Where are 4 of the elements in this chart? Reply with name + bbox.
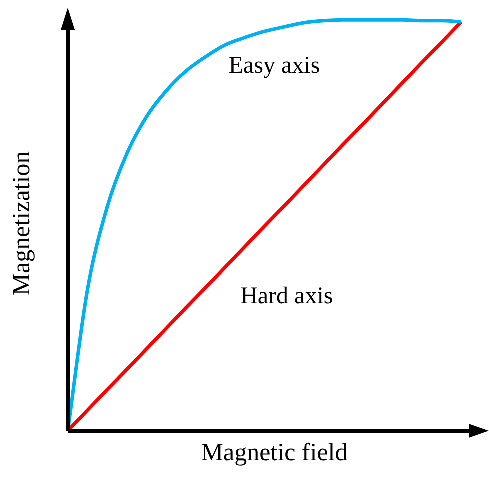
x-axis-title: Magnetic field <box>201 440 348 467</box>
series-label: Easy axis <box>228 52 320 79</box>
series-label: Hard axis <box>240 283 334 310</box>
y-axis-title: Magnetization <box>8 150 36 296</box>
